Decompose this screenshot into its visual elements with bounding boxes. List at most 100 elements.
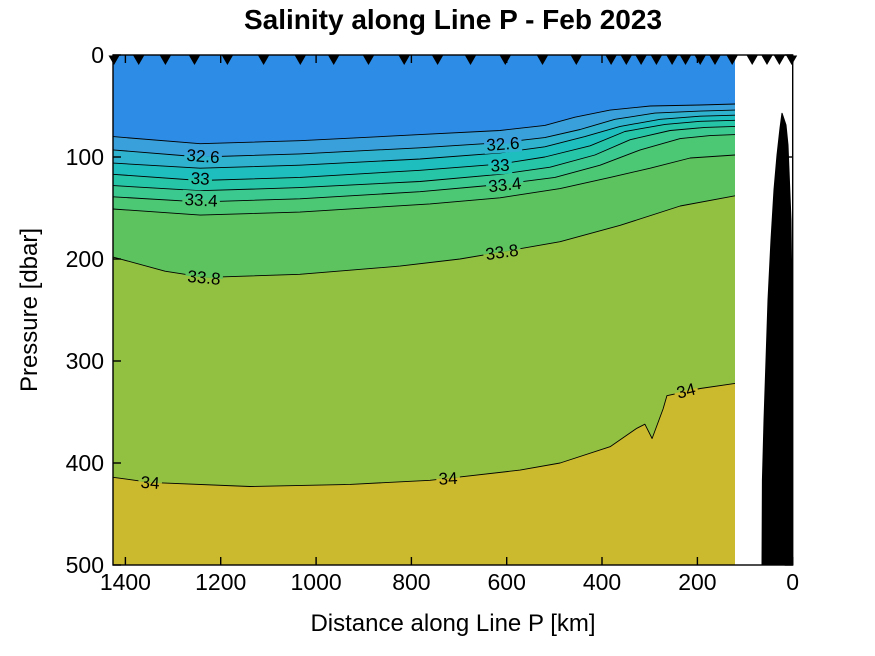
contour-label: 33 (190, 169, 210, 189)
contour-label: 33 (490, 156, 510, 176)
contour-label-group: 33 (187, 168, 213, 189)
contour-label-group: 32.6 (183, 145, 223, 167)
contour-line (113, 382, 736, 487)
contour-label-group: 33 (487, 155, 513, 176)
contour-label: 33.8 (187, 267, 222, 289)
tick-marks (113, 54, 794, 566)
label-patch-upper (672, 378, 698, 394)
contour-label-group: 33.4 (181, 189, 221, 211)
label-patch-upper (185, 266, 224, 279)
station-triangle-icon (570, 55, 582, 65)
label-patch-upper (483, 133, 522, 146)
contour-label: 33.4 (184, 190, 218, 211)
band-fills (113, 55, 736, 565)
station-triangle-icon (680, 55, 691, 65)
station-triangle-icon (726, 55, 738, 65)
label-patch-lower (181, 198, 220, 210)
station-triangle-icon (709, 55, 721, 65)
contour-line (113, 125, 736, 192)
station-triangle-icon (221, 55, 233, 65)
chart-title: Salinity along Line P - Feb 2023 (243, 4, 663, 35)
station-triangle-icon (635, 55, 647, 65)
bathymetry-shape (761, 112, 793, 566)
label-patch-lower (436, 477, 461, 488)
station-triangle-icon (465, 55, 476, 65)
contour-label: 32.6 (186, 146, 220, 167)
station-triangle-icon (189, 55, 200, 65)
station-triangle-icon (620, 55, 632, 65)
label-patch-upper (482, 240, 521, 255)
contour-line (113, 109, 736, 158)
station-triangle-icon (499, 55, 511, 65)
station-triangle-icon (746, 55, 758, 65)
station-triangle-icon (398, 55, 410, 65)
x-tick-label: 1000 (291, 569, 342, 595)
contour-label-group: 33.8 (482, 240, 522, 264)
contour-line (113, 154, 736, 216)
station-triangle-icon (294, 55, 306, 65)
contour-line (113, 134, 736, 203)
label-patch-upper (182, 189, 221, 201)
contour-label: 34 (675, 380, 698, 403)
station-triangle-icon (258, 55, 270, 65)
station-triangle-icon (761, 55, 773, 65)
label-patch-lower (137, 481, 162, 493)
contour-label-group: 34 (435, 468, 461, 489)
y-tick-label: 200 (66, 246, 104, 272)
station-triangle-icon (133, 55, 145, 65)
label-patch-upper (188, 168, 213, 180)
station-triangle-icon (159, 55, 171, 65)
station-triangle-icon (786, 55, 798, 65)
station-triangle-icon (328, 55, 340, 65)
contour-label-group: 34 (137, 472, 163, 493)
x-axis-label: Distance along Line P [km] (310, 610, 596, 637)
y-tick-label: 300 (66, 348, 104, 374)
contour-label: 34 (140, 473, 160, 493)
station-triangle-icon (432, 55, 444, 65)
contour-label-group: 33.4 (485, 173, 525, 196)
station-triangle-icon (605, 55, 617, 65)
x-tick-label: 200 (678, 569, 716, 595)
contour-label-group: 32.6 (483, 133, 523, 155)
contour-line (113, 103, 736, 145)
label-patch-lower (488, 164, 513, 175)
station-triangle-icon (650, 55, 662, 65)
station-triangle-icon (363, 55, 374, 65)
band-fill (113, 383, 735, 565)
contour-line (113, 119, 736, 181)
label-patch-upper (485, 173, 524, 187)
contour-label: 34 (438, 469, 458, 489)
label-patch-upper (184, 145, 223, 158)
label-patch-lower (187, 177, 213, 189)
label-patch-lower (484, 142, 523, 155)
y-tick-label: 400 (66, 450, 104, 476)
contour-line (113, 114, 736, 169)
y-tick-label: 0 (91, 42, 104, 68)
axes-box (112, 54, 794, 566)
label-patch-lower (184, 275, 223, 288)
label-patch-lower (674, 387, 700, 403)
contour-label: 32.6 (486, 134, 520, 155)
label-patch-upper (138, 472, 163, 484)
station-triangle-icon (108, 55, 120, 65)
contour-label: 33.8 (484, 241, 519, 264)
label-patch-upper (435, 468, 460, 479)
contour-label-group: 34 (672, 378, 700, 403)
x-tick-label: 1400 (100, 569, 151, 595)
x-tick-label: 400 (583, 569, 621, 595)
y-tick-labels: 0 100 200 300 400 500 (66, 42, 104, 578)
label-patch-lower (486, 182, 525, 196)
station-markers (108, 55, 798, 65)
station-triangle-icon (773, 55, 785, 65)
x-tick-label: 800 (392, 569, 430, 595)
station-triangle-icon (666, 55, 678, 65)
x-tick-label: 1200 (195, 569, 246, 595)
x-tick-labels: 1400 1200 1000 800 600 400 200 0 (100, 569, 799, 595)
contour-label: 33.4 (487, 174, 522, 196)
y-tick-label: 500 (66, 552, 104, 578)
x-tick-label: 0 (786, 569, 799, 595)
y-tick-label: 100 (66, 144, 104, 170)
